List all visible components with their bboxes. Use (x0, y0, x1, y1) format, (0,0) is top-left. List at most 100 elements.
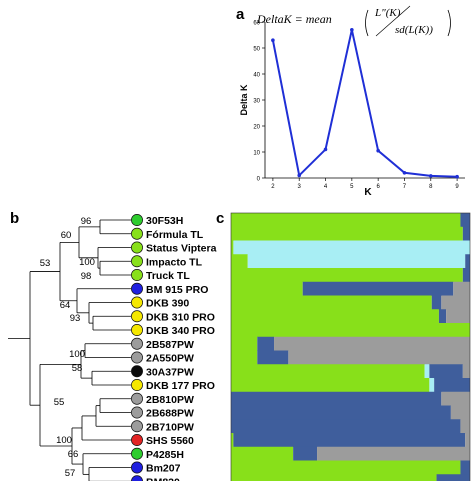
leaf-label: 30F53H (146, 215, 183, 227)
bootstrap-value: 64 (60, 300, 71, 311)
structure-segment (231, 309, 439, 324)
structure-segment (431, 295, 442, 310)
y-tick-label: 50 (253, 47, 260, 53)
leaf-marker (131, 447, 143, 460)
leaf-label: SHS 5560 (146, 435, 194, 447)
x-axis-label: K (364, 187, 372, 198)
structure-segment (231, 295, 432, 310)
deltak-series-line (271, 29, 458, 178)
structure-segment (231, 364, 425, 379)
structure-segment (231, 350, 258, 365)
leaf-marker (131, 392, 143, 405)
bootstrap-value: 100 (79, 257, 95, 268)
bootstrap-value: 93 (70, 313, 81, 324)
leaf-marker (131, 461, 143, 474)
x-tick-label: 6 (376, 184, 380, 190)
leaf-marker (131, 475, 143, 481)
structure-segment (233, 433, 466, 448)
structure-segment (429, 364, 463, 379)
leaf-marker (131, 255, 143, 268)
leaf-marker (131, 365, 143, 378)
structure-segment (231, 446, 294, 461)
structure-frame (230, 212, 471, 481)
structure-segment (257, 336, 275, 351)
structure-segment (460, 213, 470, 228)
y-tick-label: 60 (253, 21, 260, 27)
structure-segment (231, 378, 430, 393)
leaf-marker (131, 282, 143, 295)
leaf-label: 2A550PW (146, 353, 194, 365)
structure-segment (446, 309, 470, 324)
leaf-label: Status Viptera (146, 243, 217, 255)
x-tick-label: 9 (455, 184, 459, 190)
dendrogram (8, 219, 131, 481)
formula-right-bracket (447, 9, 451, 37)
leaf-marker (131, 241, 143, 254)
x-tick-label: 5 (350, 184, 354, 190)
formula-numerator: L"(K) (374, 7, 401, 19)
y-tick-label: 10 (253, 151, 260, 157)
structure-segment (438, 309, 447, 324)
structure-segment (231, 226, 463, 241)
structure-segment (231, 405, 451, 420)
leaf-label: 2B810PW (146, 394, 194, 406)
structure-segment (231, 254, 248, 269)
structure-segment (231, 268, 463, 283)
structure-segment (231, 391, 442, 406)
x-tick-label: 3 (298, 184, 302, 190)
leaf-label: Bm207 (146, 463, 181, 475)
leaf-label: DKB 390 (146, 298, 189, 310)
leaf-marker (131, 379, 143, 391)
leaf-label: DKB 177 PRO (146, 380, 215, 392)
leaf-label: Truck TL (146, 270, 190, 282)
structure-segment (231, 281, 303, 296)
y-tick-label: 40 (253, 73, 260, 79)
structure-segment (436, 474, 470, 481)
y-tick-label: 30 (253, 99, 260, 105)
structure-segment (441, 295, 470, 310)
leaf-marker (131, 269, 143, 281)
leaf-marker (131, 324, 143, 336)
bootstrap-value: 53 (40, 258, 51, 269)
structure-segment (317, 446, 470, 461)
data-point (455, 174, 459, 179)
leaf-marker (131, 310, 143, 323)
structure-segment (231, 213, 461, 228)
structure-segment (231, 460, 461, 475)
data-point (271, 38, 275, 42)
bootstrap-value: 66 (68, 449, 79, 460)
structure-segment (429, 378, 435, 393)
leaf-label: BM820 (146, 476, 180, 481)
structure-segment (450, 405, 470, 420)
leaf-label: 2B688PW (146, 408, 194, 420)
leaf-marker (131, 337, 143, 350)
leaf-label: Fórmula TL (146, 229, 204, 241)
structure-segment (462, 364, 470, 379)
structure-segment (288, 350, 470, 365)
bootstrap-value: 100 (69, 349, 85, 360)
leaf-label: 30A37PW (146, 366, 194, 378)
deltak-line-chart: Delta K K 0 10 20 30 40 50 60 2 3 4 5 6 7 8 9 (239, 21, 465, 198)
structure-segment (274, 336, 470, 351)
structure-segment (465, 433, 470, 448)
leaf-label: Impacto TL (146, 256, 203, 268)
bootstrap-value: 58 (72, 363, 83, 374)
structure-segment (302, 281, 454, 296)
panel-label-b: b (10, 210, 20, 227)
structure-plot (230, 212, 471, 481)
leaf-marker (131, 296, 143, 309)
structure-segment (460, 419, 470, 434)
data-point (428, 174, 433, 178)
data-point (323, 147, 328, 152)
leaf-marker (131, 406, 143, 419)
leaf-marker (131, 420, 143, 433)
structure-segment (424, 364, 430, 379)
formula-divider (375, 5, 411, 37)
structure-segment (462, 268, 470, 283)
leaf-label: DKB 310 PRO (146, 311, 215, 323)
panel-label-c: c (216, 210, 225, 227)
x-tick-label: 7 (403, 184, 407, 190)
structure-segment (441, 391, 470, 406)
